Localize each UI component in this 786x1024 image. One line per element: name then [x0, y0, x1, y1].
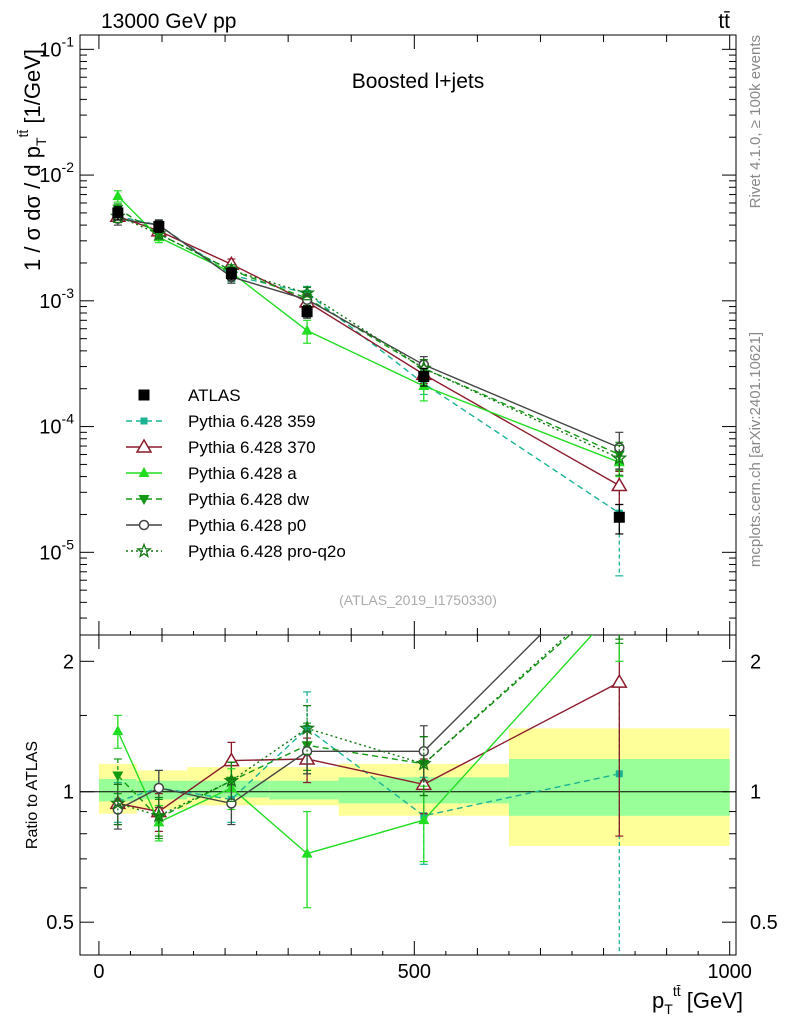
- ratio-y-tick-label: 2: [63, 651, 74, 673]
- ratio-point-pythia-6-428-a: [301, 847, 313, 858]
- main-series-atlas: [112, 206, 625, 535]
- legend-marker-pythia-6-428-a: [138, 467, 150, 477]
- collision-label: 13000 GeV pp: [101, 10, 236, 33]
- main-line-pythia-6-428-pro-q2o: [117, 215, 620, 459]
- ratio-y-tick-label-right: 2: [750, 651, 761, 673]
- main-point-pythia-6-428-a: [112, 190, 124, 201]
- main-line-pythia-6-428-dw: [117, 208, 620, 456]
- legend-entry-pythia-6-428-370: Pythia 6.428 370: [126, 438, 316, 457]
- main-point-pythia-6-428-a: [301, 324, 313, 335]
- x-tick-label: 0: [93, 961, 104, 983]
- legend-entry-atlas: ATLAS: [138, 386, 241, 405]
- main-point-atlas: [613, 511, 625, 523]
- legend-label-pythia-6-428-pro-q2o: Pythia 6.428 pro-q2o: [188, 542, 346, 561]
- ratio-y-axis-label: Ratio to ATLAS: [24, 741, 41, 849]
- ratio-point-pythia-6-428-p0: [153, 782, 165, 794]
- legend-entry-pythia-6-428-p0: Pythia 6.428 p0: [126, 516, 306, 535]
- ratio-point-pythia-6-428-pro-q2o: [223, 772, 240, 788]
- main-point-atlas: [153, 220, 165, 232]
- main-point-pythia-6-428-pro-q2o: [299, 284, 316, 300]
- ratio-y-tick-label: 1: [63, 782, 74, 804]
- ratio-frame: [79, 634, 737, 956]
- legend-marker-pythia-6-428-359: [140, 417, 148, 425]
- x-axis-label: pTtt̄ [GeV]: [652, 983, 743, 1017]
- ratio-point-pythia-6-428-370: [611, 673, 628, 688]
- ratio-point-pythia-6-428-pro-q2o: [299, 720, 316, 736]
- analysis-id: (ATLAS_2019_I1750330): [339, 592, 497, 608]
- main-y-tick-label: 10-2: [39, 159, 74, 187]
- ratio-line-pythia-6-428-p0: [117, 635, 542, 811]
- band-inner-bin: [269, 780, 339, 800]
- ratio-y-tick-label-right: 0.5: [750, 912, 778, 934]
- main-y-tick-label: 10-5: [39, 536, 74, 564]
- main-frame: [79, 34, 737, 636]
- ratio-point-pythia-6-428-p0: [226, 798, 237, 809]
- legend-entry-pythia-6-428-a: Pythia 6.428 a: [126, 464, 297, 483]
- ratio-y-tick-label-right: 1: [750, 782, 761, 804]
- main-point-atlas: [112, 207, 124, 219]
- main-y-tick-label: 10-3: [39, 285, 74, 313]
- legend-label-pythia-6-428-p0: Pythia 6.428 p0: [188, 516, 306, 535]
- legend-label-pythia-6-428-359: Pythia 6.428 359: [188, 412, 316, 431]
- ratio-line-pythia-6-428-359: [117, 727, 620, 817]
- process-label: tt̄: [718, 10, 730, 33]
- ratio-line-pythia-6-428-370: [117, 681, 620, 813]
- ratio-point-pythia-6-428-a: [614, 599, 625, 609]
- legend-entry-pythia-6-428-pro-q2o: Pythia 6.428 pro-q2o: [126, 542, 346, 561]
- legend-label-pythia-6-428-370: Pythia 6.428 370: [188, 438, 316, 457]
- x-tick-label: 1000: [707, 961, 752, 983]
- legend-marker-pythia-6-428-dw: [138, 495, 150, 505]
- ratio-series: [109, 582, 628, 955]
- ratio-point-pythia-6-428-a: [418, 814, 430, 825]
- legend-label-pythia-6-428-dw: Pythia 6.428 dw: [188, 490, 310, 509]
- legend: ATLAS Pythia 6.428 359 Pythia 6.428 370 Pyt…: [126, 386, 346, 561]
- ratio-point-pythia-6-428-dw: [614, 587, 625, 597]
- legend-label-atlas: ATLAS: [188, 386, 241, 405]
- x-tick-label: 500: [398, 961, 431, 983]
- chart-title: Boosted l+jets: [352, 70, 485, 93]
- ratio-point-pythia-6-428-pro-q2o: [109, 794, 126, 811]
- legend-marker-pythia-6-428-370: [135, 438, 153, 453]
- ratio-point-pythia-6-428-dw: [112, 771, 124, 782]
- legend-label-pythia-6-428-a: Pythia 6.428 a: [188, 464, 297, 483]
- axes: 10-5 10-4 10-3 10-2 10-1 0 500 1000 0.5 0.5 1 1 2 2: [39, 33, 778, 983]
- main-point-atlas: [418, 371, 430, 383]
- ratio-point-pythia-6-428-pro-q2o: [150, 807, 167, 823]
- ratio-series-pythia-6-428-pro-q2o: [109, 582, 625, 837]
- main-point-atlas: [301, 306, 313, 318]
- ratio-line-pythia-6-428-a: [117, 635, 593, 855]
- rivet-label: Rivet 4.1.0, ≥ 100k events: [747, 35, 764, 208]
- ratio-point-pythia-6-428-pro-q2o: [415, 755, 432, 771]
- main-point-pythia-6-428-pro-q2o: [611, 449, 628, 466]
- legend-marker-pythia-6-428-pro-q2o: [136, 542, 152, 558]
- ratio-point-pythia-6-428-a: [112, 725, 124, 736]
- legend-entry-pythia-6-428-dw: Pythia 6.428 dw: [126, 490, 310, 509]
- main-series: [109, 190, 628, 577]
- legend-marker-pythia-6-428-p0: [138, 519, 150, 531]
- main-y-tick-label: 10-1: [39, 33, 74, 61]
- ratio-y-tick-label: 0.5: [46, 912, 74, 934]
- main-line-pythia-6-428-p0: [117, 218, 620, 449]
- main-point-atlas: [225, 267, 237, 279]
- main-y-tick-label: 10-4: [39, 411, 74, 439]
- mcplots-label: mcplots.cern.ch [arXiv:2401.10621]: [747, 332, 764, 567]
- legend-entry-pythia-6-428-359: Pythia 6.428 359: [126, 412, 316, 431]
- uncertainty-bands: [80, 728, 736, 846]
- ratio-point-pythia-6-428-pro-q2o: [613, 582, 625, 594]
- main-series-pythia-6-428-370: [109, 207, 628, 506]
- main-line-pythia-6-428-370: [117, 215, 620, 487]
- legend-marker-atlas: [138, 389, 150, 401]
- y-axis-label: 1 / σ dσ / d pTtt̄ [1/GeV]: [15, 49, 49, 271]
- main-point-pythia-6-428-370: [611, 476, 628, 492]
